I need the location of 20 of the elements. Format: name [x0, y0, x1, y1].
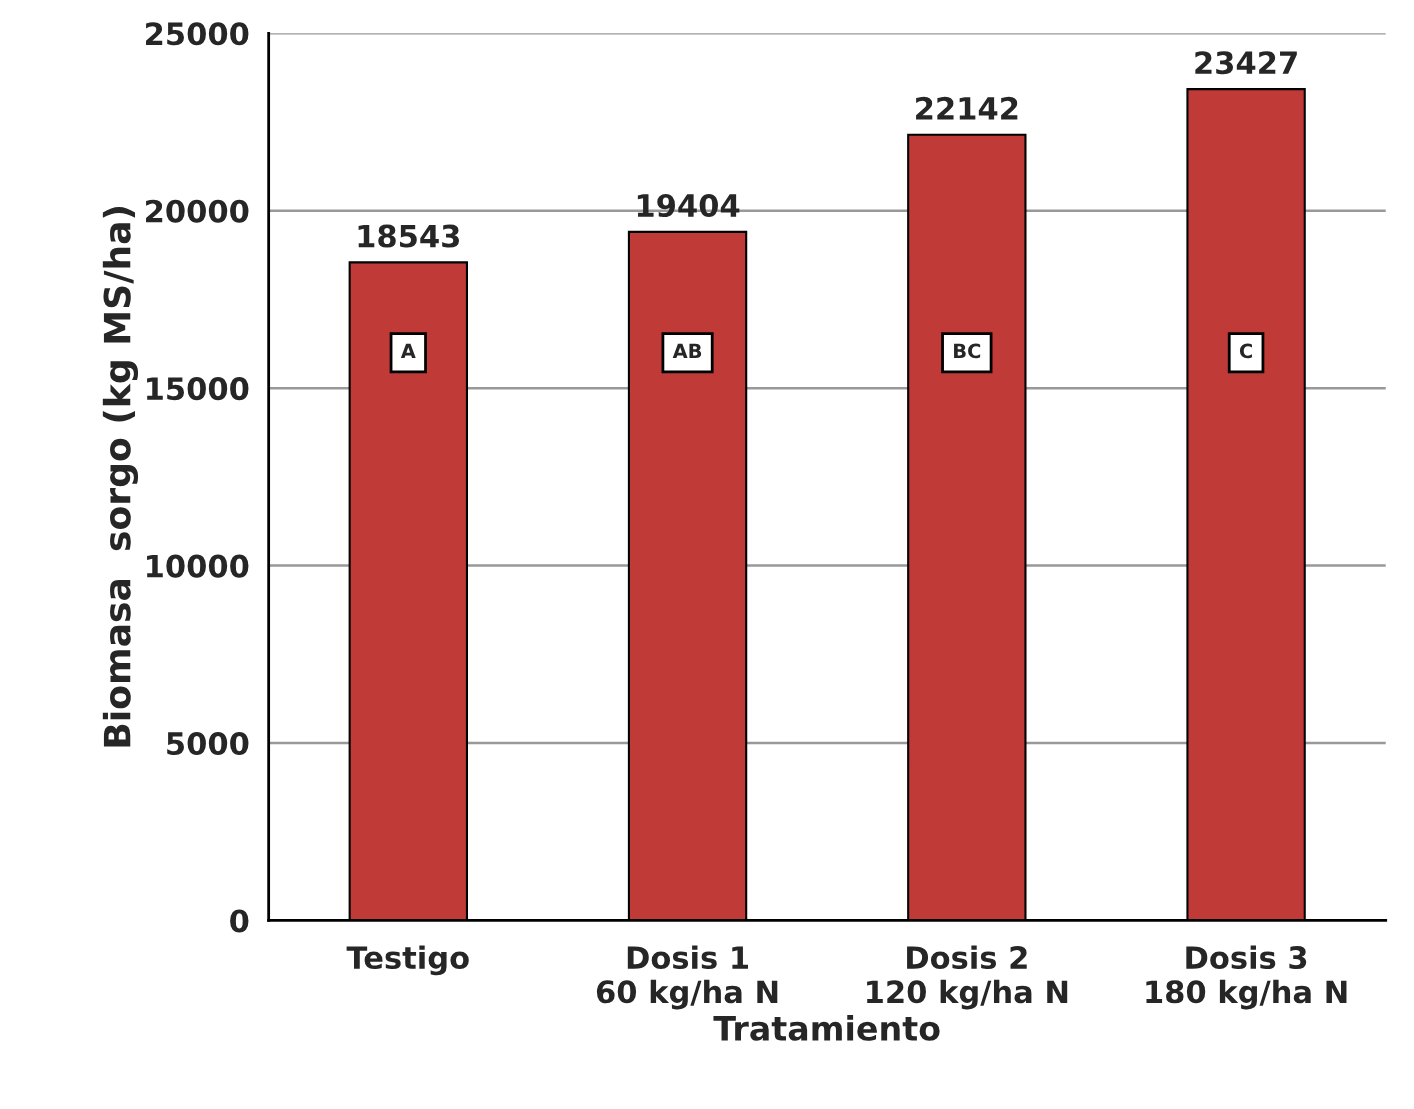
- y-tick-label: 15000: [147, 377, 249, 401]
- data-label: 23427: [1195, 51, 1297, 75]
- annotation: AB: [672, 343, 702, 359]
- y-tick-label: 10000: [147, 554, 249, 578]
- annotation: C: [1239, 343, 1252, 359]
- data-label: 22142: [916, 96, 1018, 120]
- x-axis-title: Tratamiento: [713, 1015, 940, 1041]
- x-tick-label: Testigo: [346, 945, 469, 976]
- x-tick-label: Dosis 3 180 kg/ha N: [1146, 945, 1347, 1010]
- y-tick-label: 5000: [167, 731, 249, 756]
- y-axis-title: Biomasa sorgo (kg MS/ha): [102, 207, 139, 747]
- y-tick-label: 25000: [146, 22, 249, 46]
- annotation: BC: [954, 343, 981, 359]
- y-tick-label: 20000: [146, 199, 249, 223]
- data-label: 18543: [358, 224, 460, 248]
- y-tick-label: 0: [230, 909, 249, 933]
- x-tick-label: Dosis 2 120 kg/ha N: [867, 945, 1068, 1010]
- data-label: 19404: [637, 193, 740, 218]
- annotation: A: [400, 343, 416, 359]
- x-tick-label: Dosis 1 60 kg/ha N: [596, 945, 778, 1010]
